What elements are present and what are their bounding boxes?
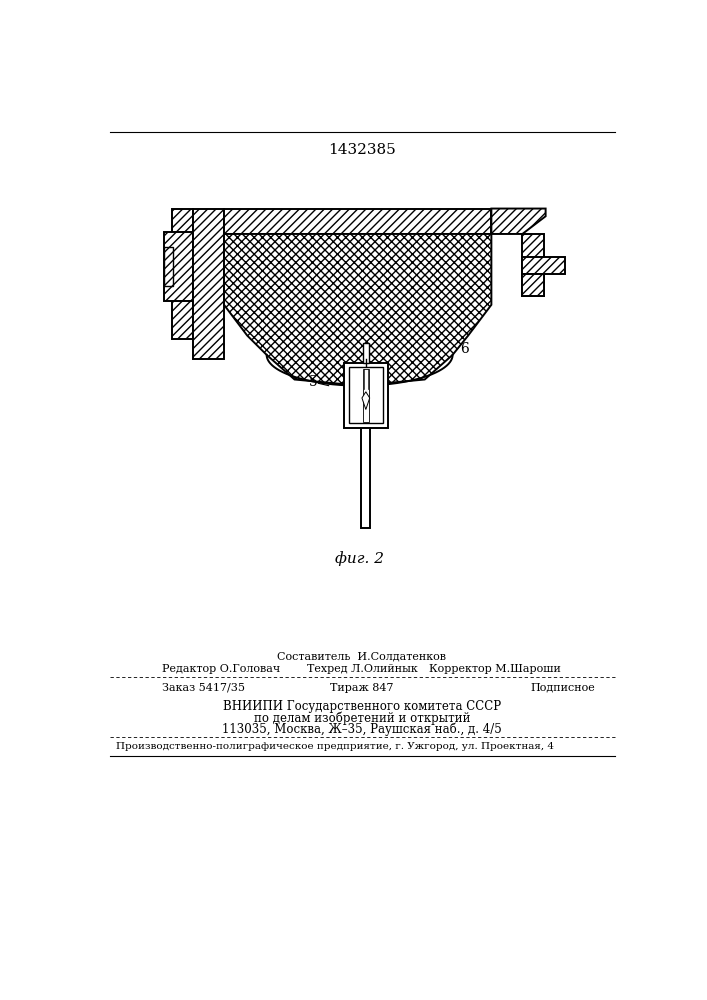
Bar	[363, 369, 369, 422]
Polygon shape	[224, 234, 491, 386]
Bar	[522, 274, 544, 296]
Bar	[522, 257, 565, 274]
Text: Составитель  И.Солдатенков: Составитель И.Солдатенков	[277, 651, 446, 661]
Text: 5: 5	[309, 375, 317, 389]
Bar	[224, 209, 491, 234]
Text: ВНИИПИ Государственного комитета СССР: ВНИИПИ Государственного комитета СССР	[223, 700, 501, 713]
Text: 1432385: 1432385	[328, 143, 396, 157]
Bar	[172, 209, 193, 339]
Polygon shape	[491, 209, 546, 234]
Bar	[363, 343, 369, 363]
Text: Производственно-полиграфическое предприятие, г. Ужгород, ул. Проектная, 4: Производственно-полиграфическое предприя…	[115, 742, 554, 751]
Text: по делам изобретений и открытий: по делам изобретений и открытий	[254, 711, 470, 725]
Text: 113035, Москва, Ж–35, Раушская наб., д. 4/5: 113035, Москва, Ж–35, Раушская наб., д. …	[222, 723, 502, 736]
Text: Подписное: Подписное	[530, 683, 595, 693]
Text: Тираж 847: Тираж 847	[330, 683, 394, 693]
Bar	[163, 247, 173, 286]
Text: Корректор М.Шароши: Корректор М.Шароши	[429, 664, 561, 674]
Text: фиг. 2: фиг. 2	[335, 551, 384, 566]
Bar	[344, 363, 387, 428]
Text: Редактор О.Головач: Редактор О.Головач	[162, 664, 280, 674]
Bar	[163, 232, 193, 301]
Polygon shape	[362, 392, 370, 410]
Text: 6: 6	[460, 342, 469, 356]
Bar	[349, 367, 383, 423]
Bar	[193, 209, 224, 359]
Text: Заказ 5417/35: Заказ 5417/35	[162, 683, 245, 693]
Bar	[162, 201, 557, 555]
Bar	[522, 234, 544, 296]
Bar	[361, 428, 370, 528]
Text: Техред Л.Олийнык: Техред Л.Олийнык	[307, 664, 417, 674]
